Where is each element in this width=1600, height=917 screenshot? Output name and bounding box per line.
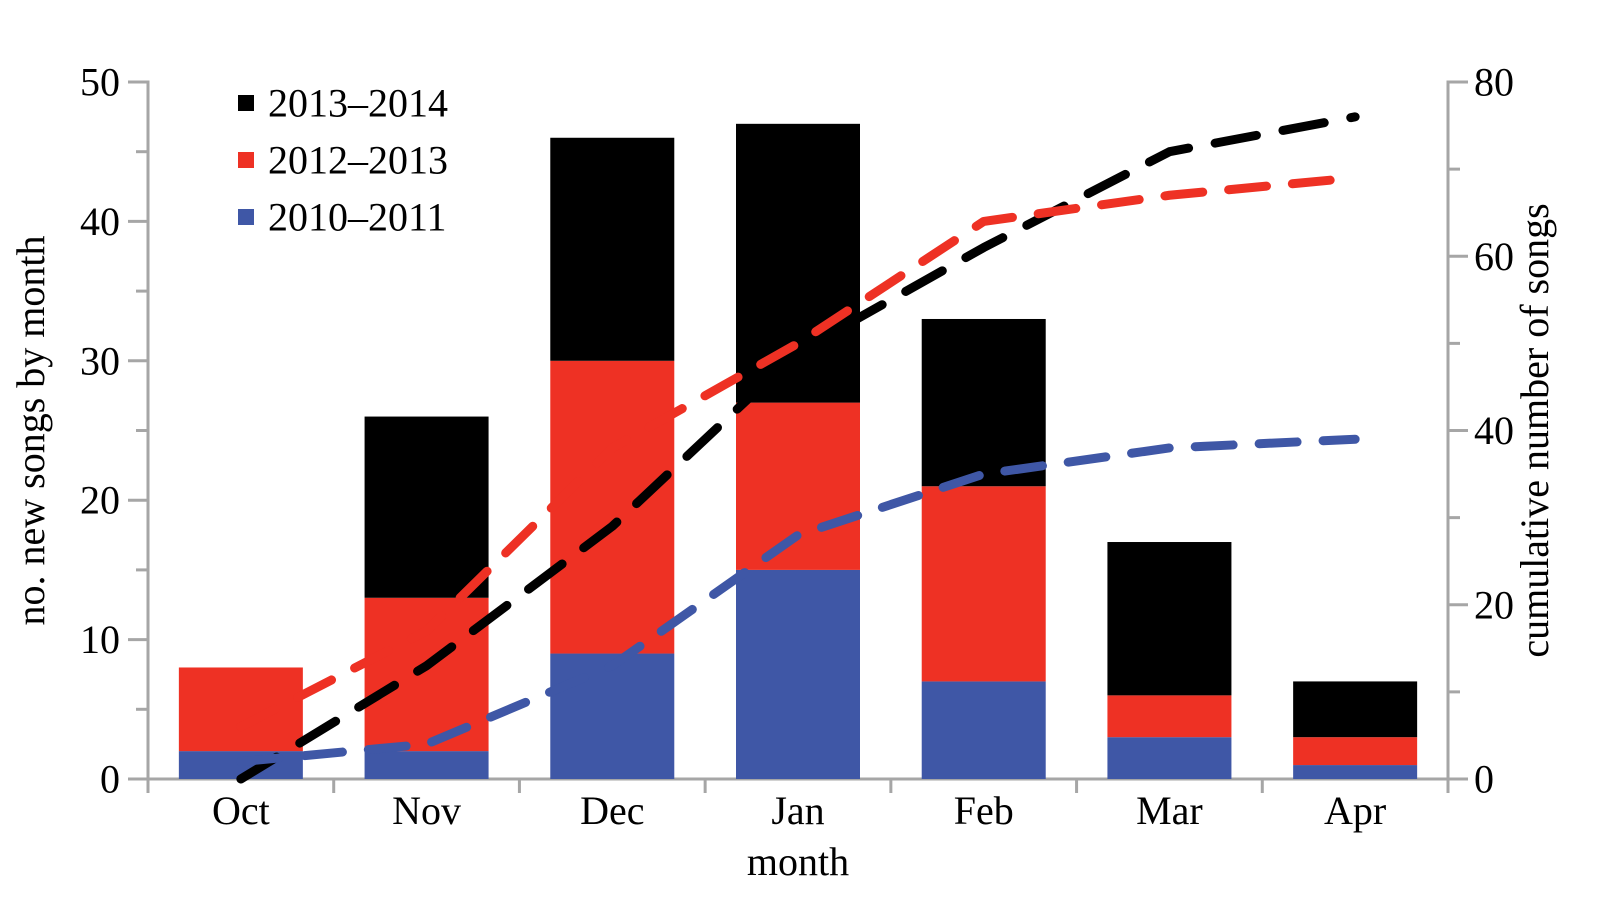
bar-segment-Nov-2010–2011 <box>364 751 489 779</box>
bar-segment-Mar-2013–2014 <box>1107 542 1232 696</box>
left-tick-label: 40 <box>80 199 120 244</box>
right-tick-label: 40 <box>1474 408 1514 453</box>
bar-segment-Feb-2013–2014 <box>921 318 1046 487</box>
left-tick-label: 50 <box>80 60 120 105</box>
cumulative-line-2010–2011 <box>236 434 1360 767</box>
axis-titles: no. new songs by month cumulative number … <box>8 203 1557 884</box>
legend-item-2013–2014: 2013–2014 <box>238 81 448 126</box>
legend-swatch-icon <box>238 209 254 225</box>
cumulative-lines <box>236 112 1360 784</box>
bar-segment-Dec-2010–2011 <box>550 653 675 779</box>
bar-segment-Apr-2012–2013 <box>1293 737 1418 766</box>
bar-segment-Dec-2012–2013 <box>550 360 675 654</box>
left-tick-label: 10 <box>80 617 120 662</box>
month-tick-label: Nov <box>392 788 461 833</box>
right-tick-label: 80 <box>1474 60 1514 105</box>
month-tick-label: Dec <box>580 788 644 833</box>
bar-segment-Feb-2012–2013 <box>921 486 1046 682</box>
legend-label: 2010–2011 <box>268 195 447 240</box>
tick-labels: 0 10 20 30 40 50 0 20 40 60 80 Oct Nov Dec Jan Feb Mar Ap… <box>80 60 1514 834</box>
axis-ticks <box>128 80 1468 793</box>
legend-item-2012–2013: 2012–2013 <box>238 138 448 183</box>
bar-segment-Nov-2013–2014 <box>364 416 489 598</box>
legend-label: 2013–2014 <box>268 81 448 126</box>
bar-segment-Oct-2012–2013 <box>178 667 303 752</box>
right-tick-label: 20 <box>1474 582 1514 627</box>
x-axis-title: month <box>747 839 849 884</box>
left-axis-title: no. new songs by month <box>8 236 53 626</box>
bar-segment-Jan-2013–2014 <box>736 123 860 403</box>
right-tick-label: 0 <box>1474 757 1494 802</box>
left-tick-label: 30 <box>80 338 120 383</box>
bar-segment-Apr-2013–2014 <box>1293 681 1418 738</box>
right-axis-title: cumulative number of songs <box>1512 203 1557 657</box>
month-tick-label: Feb <box>954 788 1014 833</box>
right-tick-label: 60 <box>1474 234 1514 279</box>
month-tick-label: Oct <box>212 788 270 833</box>
month-tick-label: Mar <box>1136 788 1203 833</box>
left-tick-label: 0 <box>100 757 120 802</box>
legend: 2013–2014 2012–2013 2010–2011 <box>238 81 448 240</box>
legend-label: 2012–2013 <box>268 138 448 183</box>
left-tick-label: 20 <box>80 478 120 523</box>
cumulative-line-2012–2013 <box>236 173 1360 732</box>
legend-swatch-icon <box>238 152 254 168</box>
bar-segment-Jan-2012–2013 <box>736 402 860 570</box>
bar-segment-Mar-2012–2013 <box>1107 695 1232 738</box>
bar-segment-Mar-2010–2011 <box>1107 737 1232 779</box>
month-tick-label: Apr <box>1324 788 1386 833</box>
bar-segment-Feb-2010–2011 <box>921 681 1046 779</box>
month-tick-label: Jan <box>771 788 824 833</box>
cumulative-line-2013–2014 <box>236 112 1360 784</box>
bar-segment-Apr-2010–2011 <box>1293 765 1418 779</box>
legend-swatch-icon <box>238 95 254 111</box>
bar-segment-Jan-2010–2011 <box>736 569 860 779</box>
bar-segment-Dec-2013–2014 <box>550 137 675 361</box>
legend-item-2010–2011: 2010–2011 <box>238 195 447 240</box>
